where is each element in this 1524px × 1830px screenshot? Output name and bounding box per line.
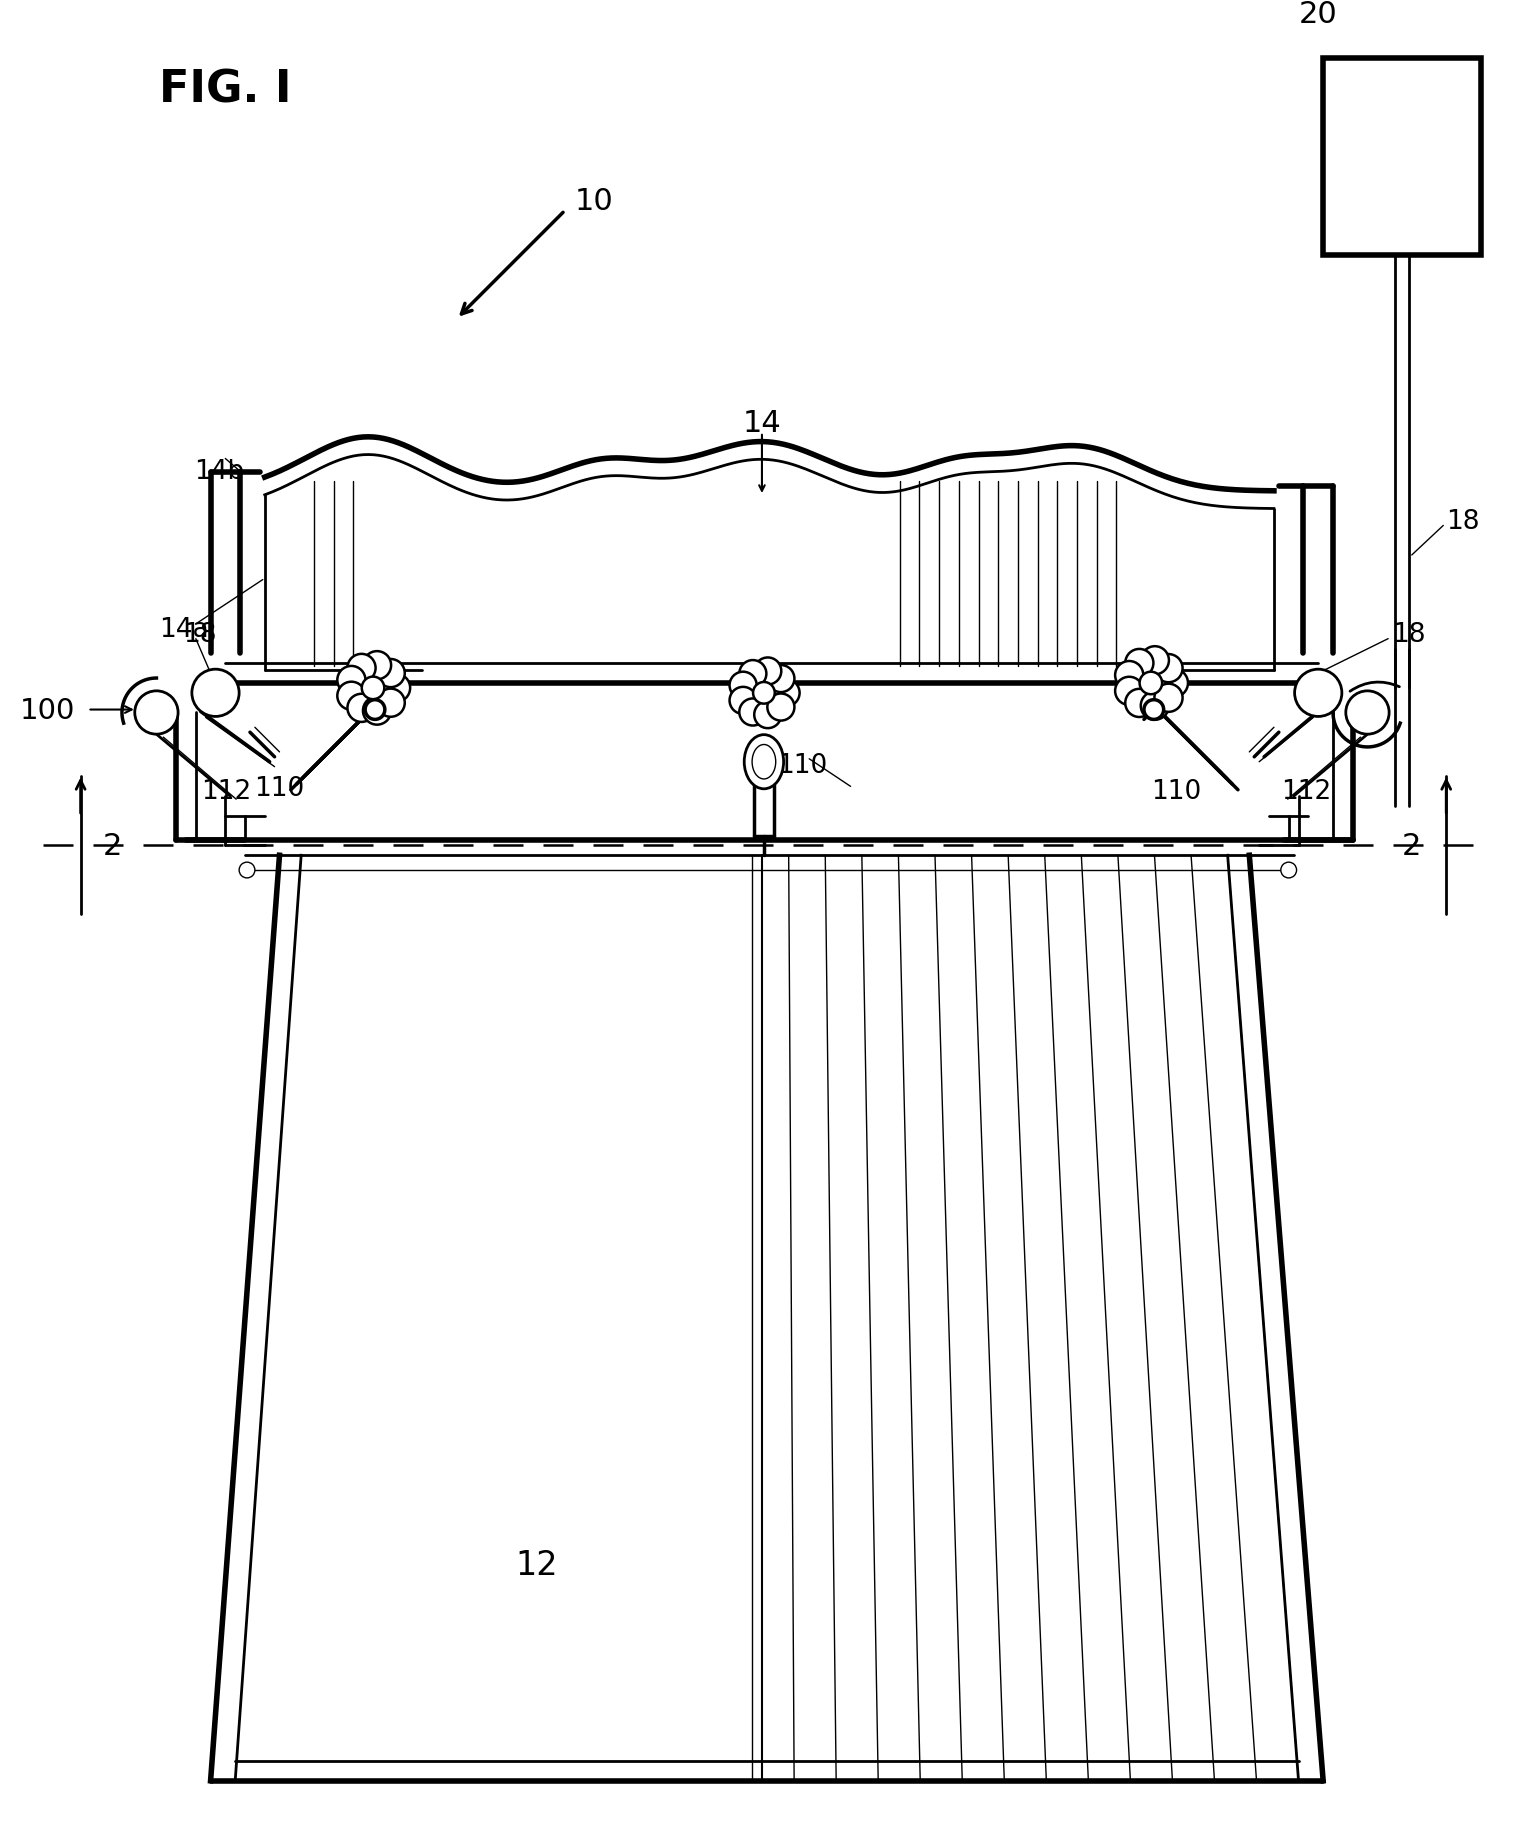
Ellipse shape — [1116, 662, 1143, 690]
Ellipse shape — [1125, 650, 1154, 677]
Ellipse shape — [754, 701, 782, 728]
Bar — [1323, 59, 1481, 256]
Ellipse shape — [1141, 646, 1169, 675]
Ellipse shape — [1154, 655, 1183, 683]
Text: 2: 2 — [102, 831, 122, 860]
Circle shape — [1280, 862, 1297, 878]
Circle shape — [1140, 672, 1163, 695]
Text: 20: 20 — [1298, 0, 1337, 29]
Circle shape — [1346, 692, 1388, 736]
Ellipse shape — [347, 694, 375, 723]
Ellipse shape — [363, 651, 392, 681]
Ellipse shape — [753, 745, 776, 780]
Text: 112: 112 — [1280, 780, 1330, 805]
Ellipse shape — [1116, 677, 1143, 706]
Text: 110: 110 — [777, 752, 828, 778]
Text: 10: 10 — [575, 187, 614, 216]
Circle shape — [134, 692, 178, 736]
Ellipse shape — [1141, 692, 1169, 721]
Text: 14b: 14b — [194, 459, 244, 485]
Text: FIG. I: FIG. I — [160, 68, 293, 112]
Text: 2: 2 — [1402, 831, 1422, 860]
Text: 110: 110 — [1151, 780, 1201, 805]
Text: 18: 18 — [1446, 509, 1480, 534]
Text: 110: 110 — [255, 776, 305, 802]
Text: 112: 112 — [201, 780, 251, 805]
Ellipse shape — [363, 697, 392, 725]
Ellipse shape — [730, 688, 756, 714]
Ellipse shape — [337, 666, 366, 695]
Text: 18: 18 — [1391, 622, 1425, 648]
Circle shape — [361, 677, 384, 699]
Circle shape — [366, 701, 386, 719]
Text: 14: 14 — [742, 408, 782, 437]
Circle shape — [1294, 670, 1341, 717]
Circle shape — [1145, 701, 1164, 719]
Ellipse shape — [773, 681, 800, 706]
Ellipse shape — [739, 699, 767, 727]
Ellipse shape — [1154, 684, 1183, 712]
Ellipse shape — [376, 690, 405, 717]
Text: 12: 12 — [515, 1548, 558, 1581]
Ellipse shape — [744, 736, 783, 789]
Ellipse shape — [1125, 690, 1154, 717]
Circle shape — [239, 862, 255, 878]
Ellipse shape — [1160, 670, 1189, 697]
Ellipse shape — [739, 661, 767, 688]
Circle shape — [192, 670, 239, 717]
Ellipse shape — [730, 672, 756, 699]
Text: 18: 18 — [183, 622, 216, 648]
Ellipse shape — [768, 666, 794, 694]
Ellipse shape — [754, 659, 782, 684]
Ellipse shape — [768, 694, 794, 721]
Ellipse shape — [376, 659, 405, 688]
Ellipse shape — [337, 683, 366, 710]
Ellipse shape — [383, 675, 410, 703]
Text: 100: 100 — [20, 695, 75, 725]
Text: 14a: 14a — [160, 617, 209, 642]
Circle shape — [753, 683, 774, 705]
Ellipse shape — [347, 655, 375, 683]
